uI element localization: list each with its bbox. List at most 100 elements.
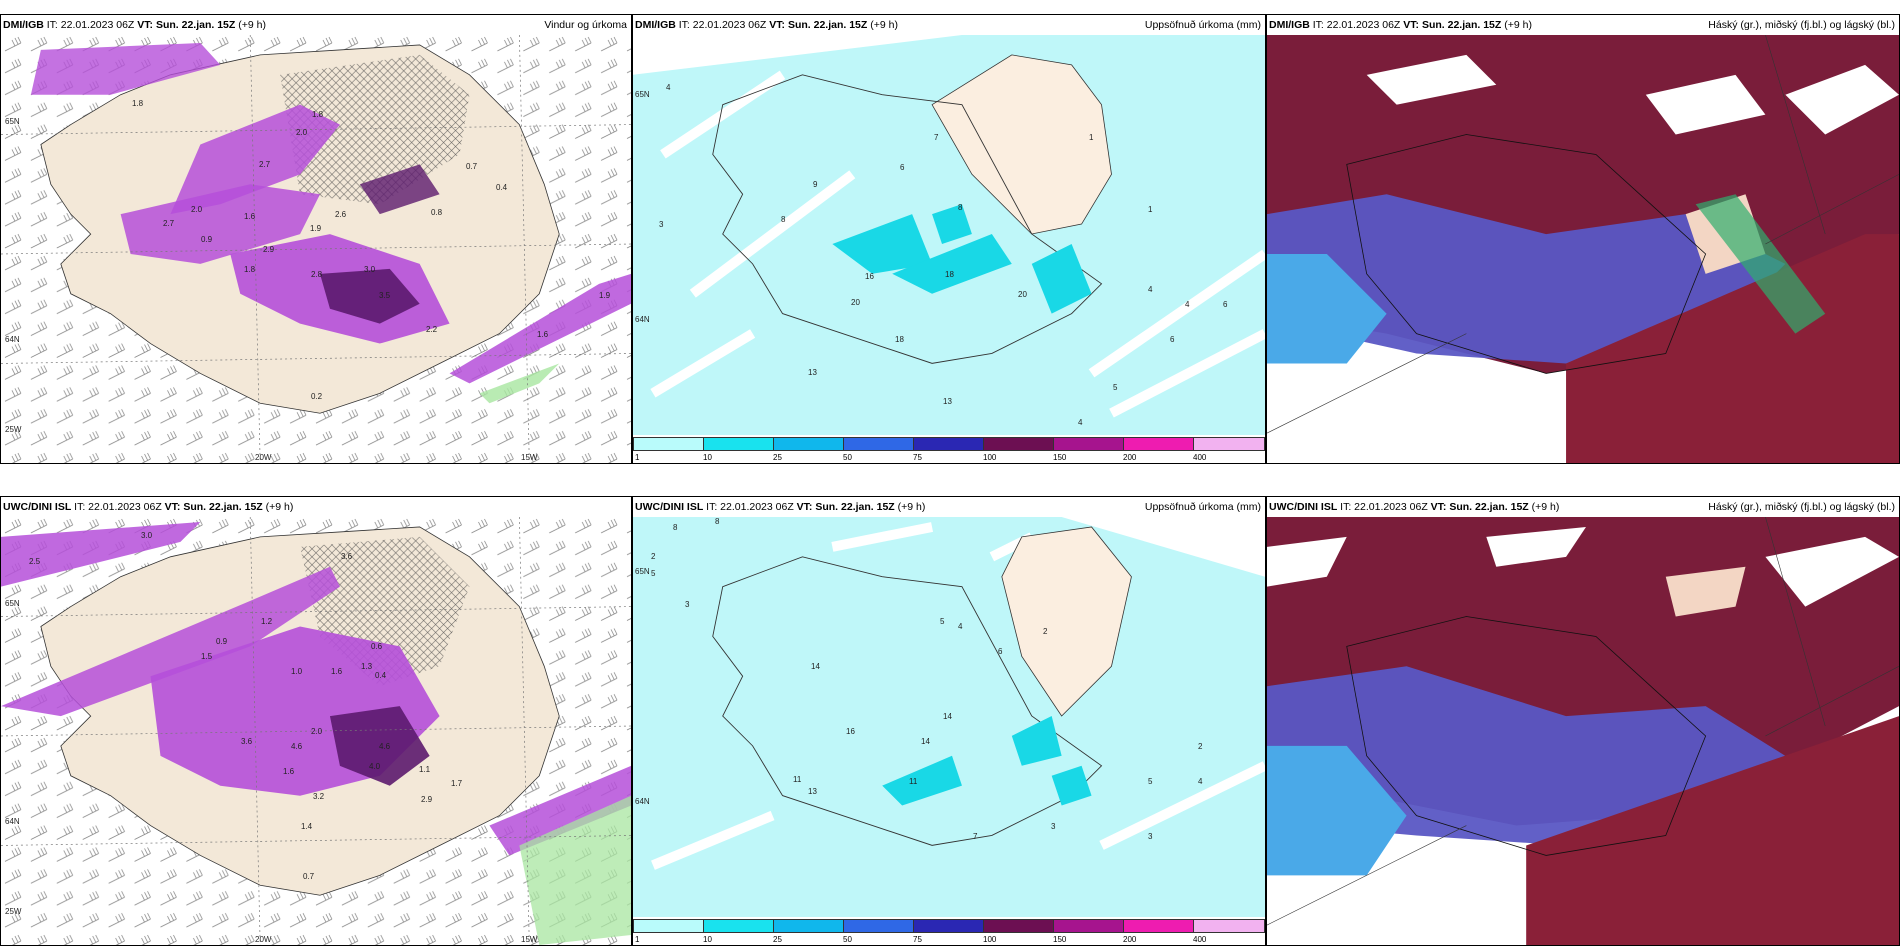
- precip-map: 65N 64N 4 3 7 6 8 1 1 9 8 16 18 20 20 18…: [633, 35, 1265, 452]
- legend-tick: 150: [1053, 935, 1067, 944]
- panel-title: Háský (gr.), miðský (fj.bl.) og lágský (…: [1708, 501, 1895, 513]
- axis-label-lat: 65N: [5, 599, 20, 608]
- value-label: 3: [659, 220, 664, 229]
- axis-label-lat: 64N: [5, 335, 20, 344]
- valid-time: Sun. 22.jan. 15Z: [1421, 19, 1502, 31]
- value-label: 3: [1051, 822, 1056, 831]
- value-label: 2.0: [191, 205, 203, 214]
- precip-legend: 1 10 25 50 75 100 150 200 400: [633, 917, 1265, 945]
- lead-time: (+9 h): [1531, 501, 1560, 513]
- valid-time: Sun. 22.jan. 15Z: [155, 19, 236, 31]
- legend-tick: 200: [1123, 935, 1137, 944]
- value-label: 6: [1170, 335, 1175, 344]
- legend-tick: 75: [913, 935, 922, 944]
- panel-header: DMI/IGB IT: 22.01.2023 06Z VT: Sun. 22.j…: [633, 15, 1265, 35]
- value-label: 7: [973, 832, 978, 841]
- value-label: 2: [1043, 627, 1048, 636]
- value-label: 2.9: [421, 795, 433, 804]
- value-label: 14: [921, 737, 930, 746]
- value-label: 4: [1198, 777, 1203, 786]
- value-label: 8: [958, 203, 963, 212]
- value-label: 4: [1185, 300, 1190, 309]
- lead-time: (+9 h): [897, 501, 926, 513]
- value-label: 0.7: [303, 872, 315, 881]
- value-label: 8: [781, 215, 786, 224]
- value-label: 8: [673, 523, 678, 532]
- value-label: 8: [715, 517, 720, 526]
- axis-label-lon: 20W: [255, 935, 272, 944]
- value-label: 1.1: [419, 765, 431, 774]
- cloud-map: [1267, 517, 1899, 945]
- legend-tick: 50: [843, 935, 852, 944]
- panel-uwc-clouds: UWC/DINI ISL IT: 22.01.2023 06Z VT: Sun.…: [1266, 496, 1900, 946]
- value-label: 0.9: [201, 235, 213, 244]
- value-label: 2.6: [335, 210, 347, 219]
- panel-dmi-clouds: DMI/IGB IT: 22.01.2023 06Z VT: Sun. 22.j…: [1266, 14, 1900, 464]
- init-time: IT: 22.01.2023 06Z: [1340, 501, 1428, 513]
- panel-dmi-wind: DMI/IGB IT: 22.01.2023 06Z VT: Sun. 22.j…: [0, 14, 632, 464]
- model-name: UWC/DINI ISL: [3, 501, 72, 513]
- legend-tick: 10: [703, 453, 712, 462]
- valid-label: VT:: [137, 19, 154, 31]
- valid-label: VT:: [1403, 19, 1420, 31]
- panel-header: UWC/DINI ISL IT: 22.01.2023 06Z VT: Sun.…: [1, 497, 631, 517]
- value-label: 5: [651, 569, 656, 578]
- model-name: UWC/DINI ISL: [1269, 501, 1338, 513]
- value-label: 16: [846, 727, 855, 736]
- value-label: 2: [1198, 742, 1203, 751]
- value-label: 1.4: [301, 822, 313, 831]
- value-label: 4.6: [379, 742, 391, 751]
- legend-tick: 50: [843, 453, 852, 462]
- init-time: IT: 22.01.2023 06Z: [706, 501, 794, 513]
- valid-label: VT:: [164, 501, 181, 513]
- legend-tick: 100: [983, 453, 997, 462]
- axis-label-lat: 65N: [5, 117, 20, 126]
- value-label: 9: [813, 180, 818, 189]
- valid-time: Sun. 22.jan. 15Z: [1449, 501, 1529, 513]
- value-label: 1.8: [244, 265, 256, 274]
- model-name: UWC/DINI ISL: [635, 501, 704, 513]
- value-label: 7: [934, 133, 939, 142]
- value-label: 1.6: [283, 767, 295, 776]
- value-label: 14: [811, 662, 820, 671]
- model-name: DMI/IGB: [1269, 19, 1310, 31]
- lead-time: (+9 h): [238, 19, 266, 31]
- value-label: 3.0: [141, 531, 153, 540]
- value-label: 4: [1078, 418, 1083, 427]
- value-label: 0.6: [371, 642, 383, 651]
- value-label: 1.8: [312, 110, 324, 119]
- axis-label-lat: 64N: [635, 315, 650, 324]
- value-label: 0.8: [431, 208, 443, 217]
- value-label: 2.5: [29, 557, 41, 566]
- legend-tick: 1: [635, 453, 640, 462]
- panel-uwc-wind: UWC/DINI ISL IT: 22.01.2023 06Z VT: Sun.…: [0, 496, 632, 946]
- axis-label-lon: 25W: [5, 907, 22, 916]
- value-label: 13: [943, 397, 952, 406]
- init-time: IT: 22.01.2023 06Z: [678, 19, 767, 31]
- legend-tick: 25: [773, 453, 782, 462]
- legend-tick: 1: [635, 935, 640, 944]
- iceland-east-land: [1001, 526, 1132, 717]
- value-label: 6: [998, 647, 1003, 656]
- valid-label: VT:: [796, 501, 813, 513]
- valid-label: VT:: [769, 19, 786, 31]
- axis-label-lat: 65N: [635, 567, 650, 576]
- precip-map: 65N 64N 8 8 2 5 3 14 11 14 14 16 13 11 5…: [633, 517, 1265, 917]
- panel-header: UWC/DINI ISL IT: 22.01.2023 06Z VT: Sun.…: [633, 497, 1265, 517]
- value-label: 2.8: [311, 270, 323, 279]
- value-label: 1.6: [331, 667, 343, 676]
- legend-tick: 400: [1193, 935, 1207, 944]
- value-label: 1: [1148, 205, 1153, 214]
- iceland-coastline: [712, 556, 1103, 846]
- value-label: 3: [685, 600, 690, 609]
- value-label: 1.2: [261, 617, 273, 626]
- value-label: 2.7: [163, 219, 175, 228]
- legend-tick: 75: [913, 453, 922, 462]
- iceland-coastline: [712, 74, 1103, 364]
- value-label: 6: [900, 163, 905, 172]
- value-label: 13: [808, 787, 817, 796]
- value-label: 18: [895, 335, 904, 344]
- value-label: 0.9: [216, 637, 228, 646]
- iceland-coastline: [1346, 616, 1707, 856]
- value-label: 2.0: [311, 727, 323, 736]
